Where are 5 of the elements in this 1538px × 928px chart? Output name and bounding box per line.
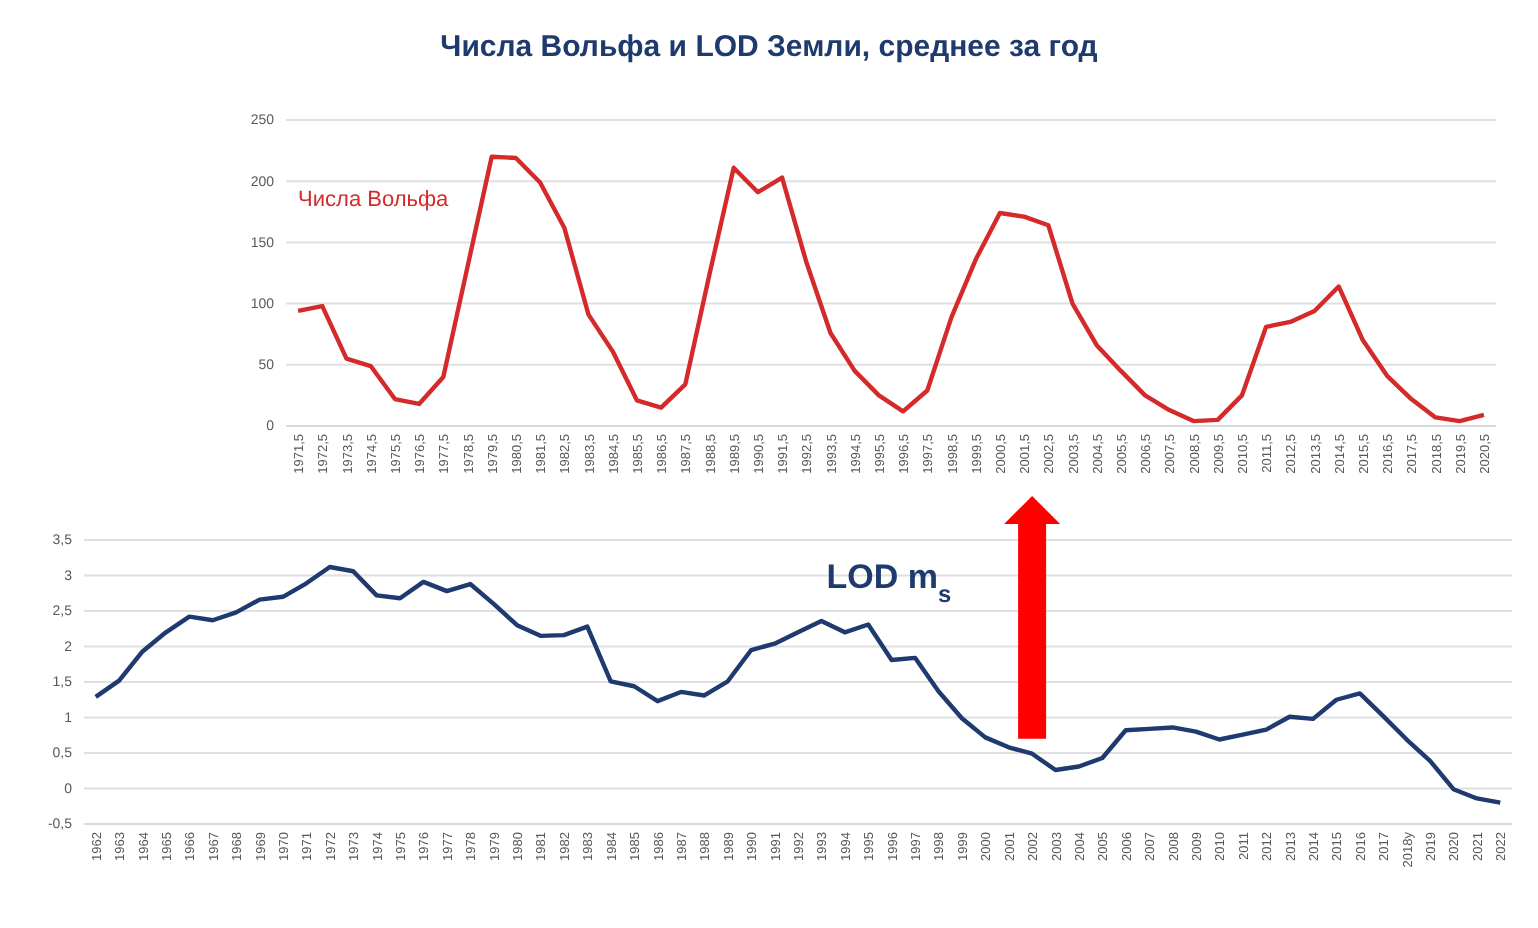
line-series [93,564,1503,805]
series-label: Числа Вольфа [298,187,451,212]
chart-title: Числа Вольфа и LOD Земли, среднее за год [440,30,1099,64]
series-label: LOD m$_{s}$ [826,558,953,609]
line-series [295,154,1487,424]
